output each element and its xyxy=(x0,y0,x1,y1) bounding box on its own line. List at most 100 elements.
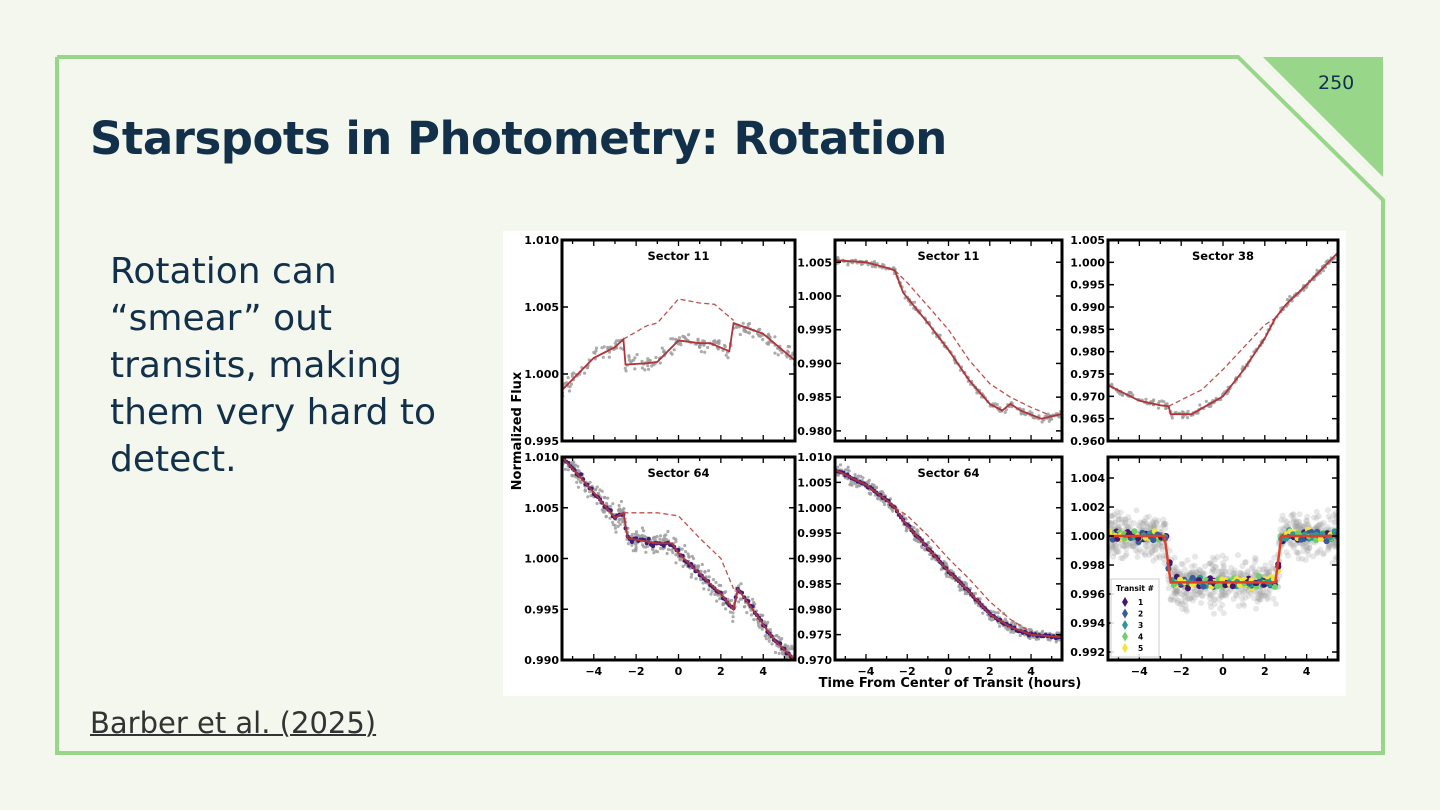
scatter-point xyxy=(1135,522,1142,529)
scatter-point xyxy=(1047,419,1051,423)
scatter-point xyxy=(1182,606,1189,613)
scatter-point xyxy=(996,611,1000,615)
y-tick-label: 0.985 xyxy=(797,578,832,591)
scatter-point xyxy=(1128,543,1135,550)
scatter-point xyxy=(1255,595,1262,602)
scatter-point xyxy=(1118,555,1125,562)
model-line xyxy=(562,321,795,391)
scatter-point xyxy=(630,532,634,536)
scatter-point xyxy=(1310,553,1317,560)
scatter-point xyxy=(699,569,703,573)
scatter-point xyxy=(1160,516,1167,523)
scatter-point xyxy=(1276,572,1283,579)
scatter-point xyxy=(605,503,609,507)
scatter-point xyxy=(623,366,627,370)
scatter-point xyxy=(1283,518,1290,525)
scatter-point xyxy=(1176,568,1183,575)
scatter-point xyxy=(1257,596,1264,603)
x-tick-label: −2 xyxy=(1173,665,1190,678)
y-tick-label: 0.970 xyxy=(797,654,832,667)
y-tick-label: 0.970 xyxy=(1070,390,1105,403)
scatter-point xyxy=(1219,601,1226,608)
scatter-point xyxy=(1153,520,1160,527)
scatter-point xyxy=(846,465,850,469)
scatter-point xyxy=(1173,588,1180,594)
scatter-point xyxy=(723,345,727,349)
scatter-point xyxy=(788,647,792,651)
scatter-point xyxy=(1208,604,1215,610)
legend-label: 4 xyxy=(1138,633,1143,642)
scatter-point xyxy=(731,615,735,619)
scatter-point xyxy=(594,346,599,350)
scatter-point xyxy=(1028,636,1032,641)
citation-link[interactable]: Barber et al. (2025) xyxy=(90,706,377,740)
scatter-point xyxy=(1239,600,1246,607)
scatter-point xyxy=(1218,592,1225,599)
scatter-point xyxy=(1212,588,1219,595)
x-tick-label: 4 xyxy=(1027,665,1035,678)
x-tick-label: −4 xyxy=(1131,665,1148,678)
scatter-point xyxy=(1271,554,1278,561)
scatter-point xyxy=(758,625,762,629)
scatter-point xyxy=(614,530,618,534)
scatter-point xyxy=(767,639,771,643)
scatter-point xyxy=(1281,526,1288,533)
scatter-point xyxy=(1003,617,1007,621)
scatter-point xyxy=(679,343,683,347)
scatter-point xyxy=(1267,586,1273,593)
scatter-point xyxy=(572,371,576,375)
scatter-point xyxy=(1116,516,1122,523)
y-tick-label: 1.010 xyxy=(797,451,832,464)
scatter-point xyxy=(633,532,637,536)
scatter-point xyxy=(849,480,853,484)
y-tick-label: 1.000 xyxy=(1070,256,1105,269)
scatter-point xyxy=(1288,512,1295,519)
scatter-point xyxy=(635,353,639,357)
scatter-point xyxy=(1134,554,1141,560)
scatter-point xyxy=(1268,559,1275,566)
scatter-point xyxy=(1171,554,1178,561)
scatter-point xyxy=(1189,569,1196,576)
x-tick-label: −4 xyxy=(585,665,602,678)
scatter-point xyxy=(1165,585,1172,592)
scatter-point xyxy=(1300,543,1307,550)
scatter-point xyxy=(1207,599,1214,606)
scatter-point xyxy=(789,662,792,665)
scatter-point xyxy=(790,647,794,651)
scatter-point xyxy=(1315,522,1322,529)
scatter-point xyxy=(1327,542,1334,549)
scatter-point xyxy=(1112,519,1119,526)
scatter-point xyxy=(729,598,734,602)
scatter-point xyxy=(1296,511,1303,518)
scatter-point xyxy=(652,363,656,367)
scatter-point xyxy=(1140,518,1147,525)
scatter-point xyxy=(1189,591,1196,598)
scatter-point xyxy=(774,634,778,638)
scatter-point xyxy=(1325,545,1332,551)
scatter-point xyxy=(1156,552,1163,559)
scatter-point xyxy=(874,265,878,269)
y-tick-label: 0.994 xyxy=(1070,617,1105,630)
transit-point xyxy=(1177,576,1184,583)
scatter-point xyxy=(1174,588,1181,595)
model-no-spot-line xyxy=(623,298,735,340)
scatter-point xyxy=(646,367,651,371)
scatter-point xyxy=(764,637,768,641)
y-tick-label: 0.990 xyxy=(797,553,832,566)
scatter-point xyxy=(1150,518,1157,525)
scatter-point xyxy=(836,465,840,469)
scatter-point xyxy=(1295,550,1302,557)
scatter-point xyxy=(1214,554,1221,560)
scatter-point xyxy=(1300,548,1307,555)
x-tick-label: 0 xyxy=(675,665,683,678)
scatter-point xyxy=(1215,568,1222,575)
scatter-point xyxy=(1117,509,1124,516)
scatter-point xyxy=(1315,523,1322,530)
y-tick-label: 1.000 xyxy=(524,368,559,381)
scatter-point xyxy=(1171,569,1178,576)
scatter-point xyxy=(653,536,657,540)
scatter-point xyxy=(726,356,730,360)
scatter-point xyxy=(1263,568,1270,575)
scatter-point xyxy=(1167,596,1174,603)
